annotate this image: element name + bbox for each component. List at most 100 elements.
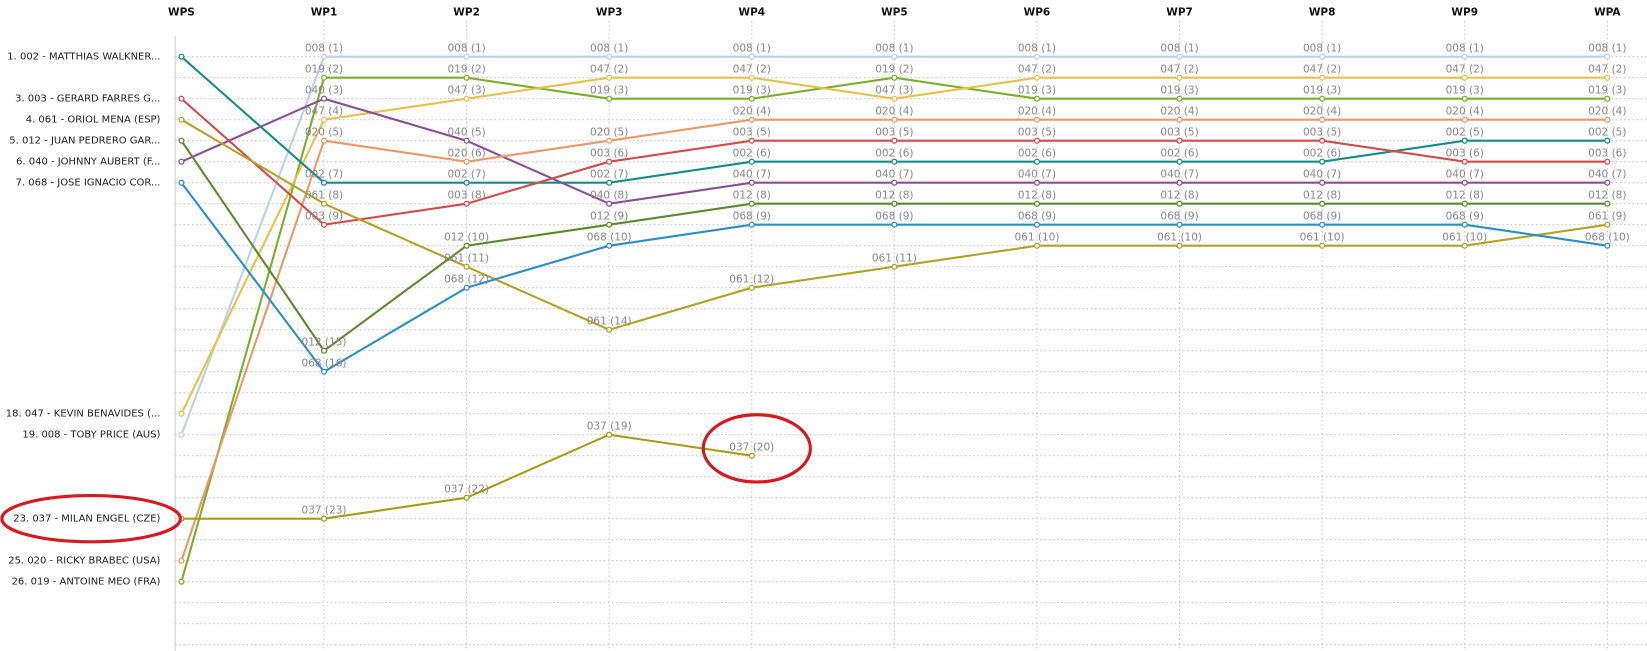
- point-label: 040 (7): [875, 168, 913, 180]
- point: [463, 494, 470, 501]
- point: [178, 410, 185, 417]
- point: [891, 221, 898, 228]
- rider-label: 4. 061 - ORIOL MENA (ESP): [26, 115, 161, 126]
- point-label: 068 (9): [875, 210, 913, 222]
- point-label: 061 (10): [1014, 231, 1059, 243]
- point: [463, 284, 470, 291]
- point-label: 012 (8): [1446, 189, 1484, 201]
- point: [320, 347, 328, 354]
- point-label: 040 (7): [1018, 168, 1056, 180]
- point: [1604, 158, 1611, 165]
- point-label: 020 (4): [1303, 105, 1341, 117]
- rider-label: 25. 020 - RICKY BRABEC (USA): [8, 556, 160, 567]
- point-label: 061 (11): [444, 252, 489, 264]
- point: [178, 158, 185, 165]
- point: [1176, 158, 1183, 165]
- point: [1033, 95, 1041, 102]
- point-label: 003 (8): [447, 189, 485, 201]
- point: [1033, 116, 1041, 123]
- point-label: 019 (3): [1446, 84, 1484, 96]
- point: [1461, 221, 1468, 228]
- waypoint-label: WP1: [311, 7, 338, 19]
- point: [748, 158, 755, 165]
- point: [891, 137, 898, 144]
- point: [606, 431, 613, 438]
- point-label: 047 (2): [1588, 63, 1626, 75]
- point-label: 047 (2): [1018, 63, 1056, 75]
- point: [1033, 158, 1041, 165]
- waypoint-label: WP5: [881, 7, 908, 19]
- point: [1033, 221, 1041, 228]
- point-label: 047 (2): [1446, 63, 1484, 75]
- point: [606, 137, 613, 144]
- point: [891, 263, 898, 270]
- point-label: 061 (10): [1442, 231, 1487, 243]
- point-label: 003 (5): [875, 126, 913, 138]
- point: [178, 116, 185, 123]
- point-label: 002 (6): [875, 147, 913, 159]
- point-label: 040 (7): [1303, 168, 1341, 180]
- point: [1176, 200, 1183, 207]
- point: [1033, 74, 1041, 81]
- point: [748, 179, 755, 186]
- rider-label: 23. 037 - MILAN ENGEL (CZE): [13, 514, 160, 525]
- point-label: 047 (2): [733, 63, 771, 75]
- point: [178, 431, 185, 438]
- point: [1604, 242, 1611, 249]
- point-label: 020 (4): [1018, 105, 1056, 117]
- point-label: 002 (6): [1303, 147, 1341, 159]
- point-label: 012 (10): [444, 231, 489, 243]
- point: [320, 53, 328, 60]
- point-label: 037 (19): [587, 420, 632, 432]
- waypoint-label: WPA: [1594, 7, 1621, 19]
- point-label: 020 (5): [590, 126, 628, 138]
- waypoint-label: WPS: [168, 7, 195, 19]
- point: [1319, 242, 1326, 249]
- point: [748, 95, 755, 102]
- point-label: 061 (9): [1588, 210, 1626, 222]
- point-label: 047 (4): [305, 105, 343, 117]
- point: [1033, 53, 1041, 60]
- point-label: 008 (1): [875, 42, 913, 54]
- waypoint-label: WP3: [596, 7, 623, 19]
- point: [1319, 179, 1326, 186]
- point-label: 068 (9): [1018, 210, 1056, 222]
- point: [178, 53, 185, 60]
- point-label: 020 (4): [875, 105, 913, 117]
- point: [1461, 242, 1468, 249]
- point-label: 061 (12): [729, 273, 774, 285]
- point-label: 068 (12): [444, 273, 489, 285]
- point: [748, 284, 755, 291]
- rider-label: 19. 008 - TOBY PRICE (AUS): [22, 430, 160, 441]
- point-label: 019 (3): [1588, 84, 1626, 96]
- point-label: 061 (8): [305, 189, 343, 201]
- point: [1176, 221, 1183, 228]
- point-label: 019 (3): [1018, 84, 1056, 96]
- point-label: 047 (2): [1303, 63, 1341, 75]
- point-label: 008 (1): [1446, 42, 1484, 54]
- point: [891, 53, 898, 60]
- point-label: 040 (7): [733, 168, 771, 180]
- point: [463, 95, 470, 102]
- point: [463, 74, 470, 81]
- point: [1461, 179, 1468, 186]
- point: [178, 557, 185, 564]
- point-label: 002 (7): [305, 168, 343, 180]
- waypoint-label: WP8: [1309, 7, 1336, 19]
- point: [320, 200, 328, 207]
- point: [606, 221, 613, 228]
- point: [1176, 242, 1183, 249]
- point-label: 037 (20): [729, 441, 774, 453]
- point: [606, 158, 613, 165]
- point-label: 019 (3): [733, 84, 771, 96]
- point-label: 020 (4): [1160, 105, 1198, 117]
- point: [1604, 221, 1611, 228]
- point: [891, 158, 898, 165]
- point-label: 047 (3): [875, 84, 913, 96]
- point-label: 019 (2): [875, 63, 913, 75]
- point: [1319, 116, 1326, 123]
- point-label: 012 (8): [1018, 189, 1056, 201]
- point: [1604, 95, 1611, 102]
- point: [606, 95, 613, 102]
